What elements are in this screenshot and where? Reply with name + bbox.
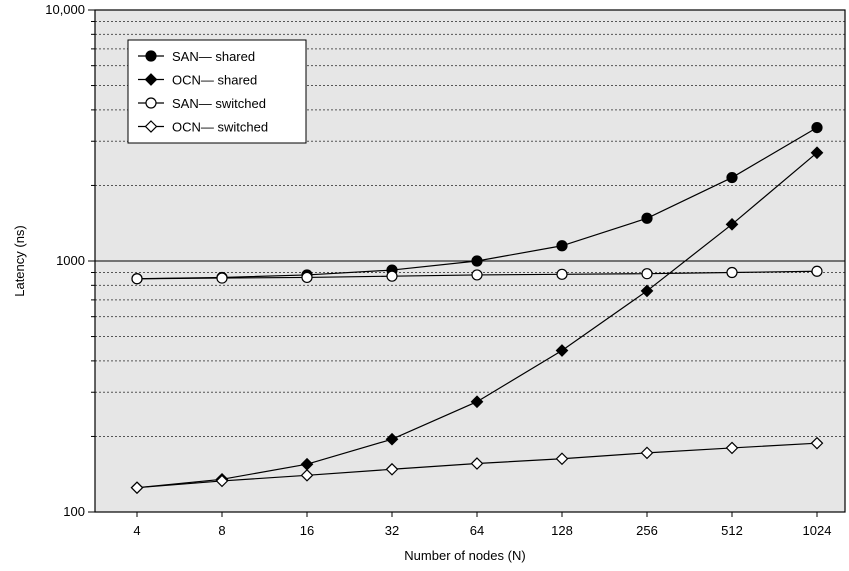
x-tick-label: 32 bbox=[385, 523, 399, 538]
plot-frame bbox=[94, 9, 846, 513]
x-tick-label: 512 bbox=[721, 523, 743, 538]
data-point bbox=[385, 462, 399, 476]
data-point bbox=[726, 266, 738, 279]
data-point bbox=[725, 441, 739, 455]
y-tick-label: 1000 bbox=[56, 253, 85, 268]
data-point bbox=[726, 171, 738, 184]
data-point bbox=[556, 268, 568, 280]
series-2 bbox=[131, 265, 823, 285]
legend-label: SAN— shared bbox=[172, 49, 255, 64]
legend-label: OCN— shared bbox=[172, 73, 257, 88]
data-point bbox=[811, 121, 823, 134]
x-tick-label: 8 bbox=[218, 523, 225, 538]
data-point bbox=[131, 273, 143, 285]
legend-marker bbox=[145, 50, 157, 62]
x-tick-label: 128 bbox=[551, 523, 573, 538]
data-point bbox=[640, 284, 654, 298]
data-point bbox=[640, 446, 654, 460]
data-point bbox=[470, 395, 484, 409]
legend-box bbox=[127, 39, 307, 144]
y-tick-label: 100 bbox=[63, 504, 85, 519]
data-point bbox=[130, 481, 144, 495]
data-point bbox=[810, 146, 824, 160]
legend-marker bbox=[145, 97, 157, 109]
x-tick-label: 4 bbox=[133, 523, 140, 538]
x-axis-title: Number of nodes (N) bbox=[404, 548, 525, 563]
data-point bbox=[471, 269, 483, 281]
legend-label: SAN— switched bbox=[172, 96, 266, 111]
data-point bbox=[810, 436, 824, 450]
data-point bbox=[471, 255, 483, 267]
data-point bbox=[385, 432, 399, 446]
x-tick-label: 256 bbox=[636, 523, 658, 538]
data-point bbox=[555, 452, 569, 466]
data-point bbox=[216, 272, 228, 284]
y-tick-label: 10,000 bbox=[45, 2, 85, 17]
data-point bbox=[725, 217, 739, 231]
legend-label: OCN— switched bbox=[172, 120, 268, 135]
series-3 bbox=[130, 436, 824, 495]
legend-marker bbox=[144, 73, 158, 86]
data-point bbox=[556, 240, 568, 252]
data-point bbox=[555, 344, 569, 357]
data-point bbox=[641, 268, 653, 280]
data-point bbox=[470, 457, 484, 470]
y-axis-title: Latency (ns) bbox=[12, 225, 27, 297]
data-point bbox=[301, 271, 313, 284]
data-point bbox=[215, 474, 229, 488]
legend-marker bbox=[144, 120, 158, 133]
x-tick-label: 16 bbox=[300, 523, 314, 538]
data-point bbox=[811, 265, 823, 277]
x-tick-label: 1024 bbox=[803, 523, 832, 538]
x-tick-label: 64 bbox=[470, 523, 484, 538]
data-point bbox=[641, 212, 653, 224]
data-point bbox=[300, 468, 314, 482]
data-point bbox=[386, 270, 398, 282]
